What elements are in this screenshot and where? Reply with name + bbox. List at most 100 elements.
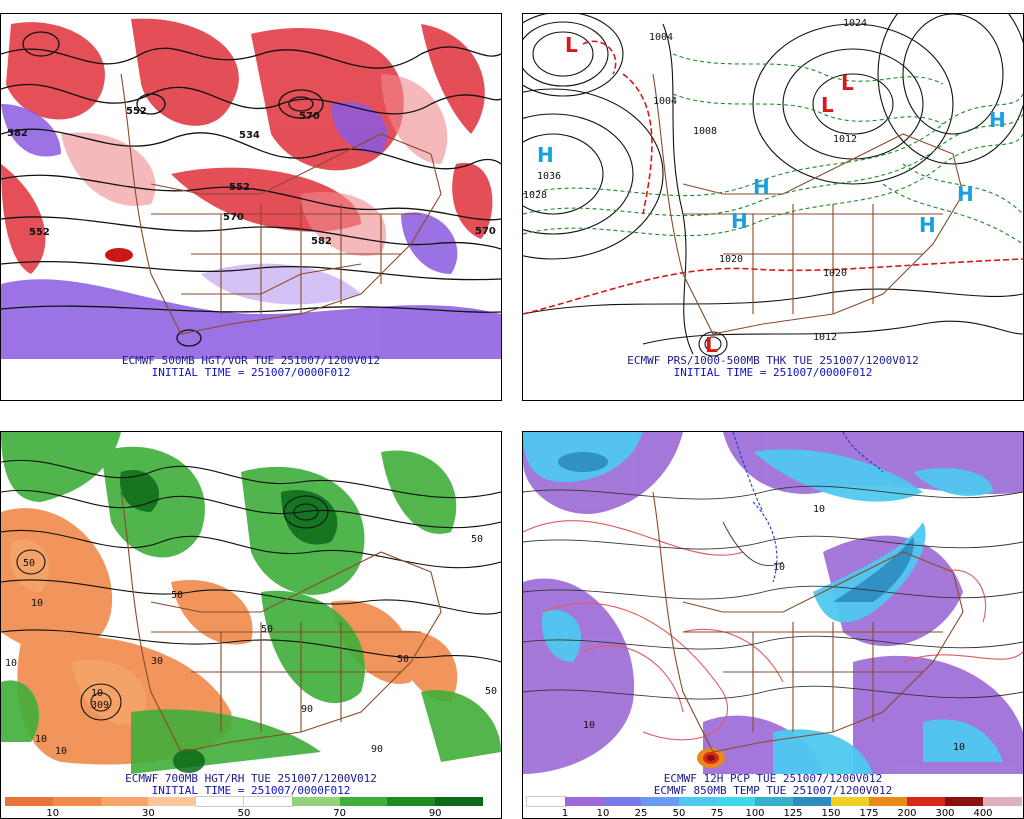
svg-text:L: L <box>565 33 578 57</box>
colorbar-swatch <box>831 797 870 806</box>
panel-500mb-hgt-vor: 582 534 552 552 570 582 570 570 552 ECMW… <box>0 13 502 401</box>
svg-text:H: H <box>919 213 936 237</box>
caption-initial-time: INITIAL TIME = 251007/0000F012 <box>673 366 873 379</box>
colorbar-tick-label: 30 <box>142 808 155 819</box>
svg-text:582: 582 <box>7 128 28 139</box>
svg-text:10: 10 <box>91 688 103 699</box>
colorbar-swatch <box>242 796 294 807</box>
colorbar-swatch <box>100 797 149 806</box>
caption-precip: ECMWF 12H PCP TUE 251007/1200V012 <box>663 772 883 785</box>
colorbar-swatch <box>717 797 756 806</box>
svg-text:534: 534 <box>239 130 260 141</box>
svg-text:50: 50 <box>471 534 483 545</box>
svg-text:50: 50 <box>171 590 183 601</box>
svg-text:10: 10 <box>813 504 825 515</box>
svg-text:1024: 1024 <box>843 18 867 29</box>
colorbar-tick-label: 70 <box>333 808 346 819</box>
temp-contour-labels: 10 10 10 10 <box>583 504 965 753</box>
low-pressure-markers: L L L L <box>565 33 854 357</box>
caption-initial-time: INITIAL TIME = 251007/0000F012 <box>151 784 351 797</box>
svg-text:1020: 1020 <box>719 254 743 265</box>
colorbar-tick-label: 25 <box>634 808 648 819</box>
colorbar-tick-label: 50 <box>237 808 251 819</box>
svg-text:90: 90 <box>301 704 313 715</box>
caption-title: ECMWF PRS/1000-500MB THK TUE 251007/1200… <box>627 354 919 367</box>
rh-contour-labels: 50 10 10 309 10 10 50 50 90 50 30 50 90 … <box>5 534 497 757</box>
colorbar-tick-label: 50 <box>672 808 686 819</box>
svg-text:10: 10 <box>953 742 965 753</box>
svg-text:90: 90 <box>371 744 383 755</box>
svg-text:552: 552 <box>126 106 147 117</box>
colorbar-swatch <box>435 797 484 806</box>
svg-text:30: 30 <box>151 656 163 667</box>
colorbar-tick-label: 150 <box>821 808 841 819</box>
colorbar-swatch <box>755 797 794 806</box>
svg-text:309: 309 <box>91 700 109 711</box>
map-500mb: 582 534 552 552 570 582 570 570 552 <box>1 14 501 359</box>
colorbar-swatch <box>907 797 946 806</box>
colorbar-swatch <box>291 797 341 806</box>
colorbar-tick-label: 90 <box>428 808 442 819</box>
map-precip: 10 10 10 10 <box>523 432 1023 774</box>
caption-title: ECMWF 700MB HGT/RH TUE 251007/1200V012 <box>125 772 377 785</box>
svg-text:1004: 1004 <box>653 96 677 107</box>
svg-text:50: 50 <box>397 654 409 665</box>
precip-colorbar: 1 10 25 50 75 100 125 150 175 200 300 400 <box>526 796 1022 819</box>
svg-text:L: L <box>705 333 718 357</box>
colorbar-swatch <box>5 797 54 806</box>
colorbar-tick-label: 10 <box>596 808 610 819</box>
colorbar-tick-label: 1 <box>561 808 569 819</box>
caption-initial-time: INITIAL TIME = 251007/0000F012 <box>151 366 351 379</box>
colorbar-swatch <box>983 797 1022 806</box>
colorbar-swatch <box>793 797 832 806</box>
colorbar-swatch <box>148 797 197 806</box>
map-pressure: H H H H H H L L L L 1004 1036 1028 1008 … <box>523 14 1023 359</box>
svg-text:50: 50 <box>23 558 35 569</box>
caption-850temp: ECMWF 850MB TEMP TUE 251007/1200V012 <box>653 784 893 797</box>
colorbar-tick-label: 175 <box>859 808 879 819</box>
panel-700mb-hgt-rh: 50 10 10 309 10 10 50 50 90 50 30 50 90 … <box>0 431 502 819</box>
svg-text:1012: 1012 <box>813 332 837 343</box>
svg-text:1004: 1004 <box>649 32 673 43</box>
svg-text:L: L <box>821 93 834 117</box>
svg-text:10: 10 <box>35 734 47 745</box>
high-pressure-markers: H H H H H H <box>537 108 1006 237</box>
svg-text:552: 552 <box>29 227 50 238</box>
colorbar-swatch <box>52 797 102 806</box>
svg-text:570: 570 <box>299 111 320 122</box>
isobar-labels: 1004 1036 1028 1008 1012 1020 1020 1012 … <box>523 18 867 343</box>
colorbar-swatch <box>869 797 908 806</box>
svg-text:50: 50 <box>485 686 497 697</box>
svg-text:1008: 1008 <box>693 126 717 137</box>
svg-text:1012: 1012 <box>833 134 857 145</box>
colorbar-swatch <box>565 797 604 806</box>
svg-text:H: H <box>957 182 974 206</box>
svg-text:H: H <box>731 209 748 233</box>
svg-text:10: 10 <box>31 598 43 609</box>
contour-labels-500: 582 534 552 552 570 582 570 570 552 <box>7 106 496 247</box>
colorbar-tick-label: 10 <box>46 808 60 819</box>
colorbar-swatch <box>339 797 388 806</box>
colorbar-swatch <box>641 797 680 806</box>
svg-text:1020: 1020 <box>823 268 847 279</box>
svg-text:50: 50 <box>261 624 273 635</box>
colorbar-tick-label: 300 <box>935 808 955 819</box>
svg-text:582: 582 <box>311 236 332 247</box>
svg-text:570: 570 <box>475 226 496 237</box>
svg-text:H: H <box>537 143 554 167</box>
svg-text:H: H <box>989 108 1006 132</box>
svg-text:10: 10 <box>5 658 17 669</box>
svg-text:552: 552 <box>229 182 250 193</box>
colorbar-swatch <box>387 797 436 806</box>
rh-colorbar: 10 30 50 70 90 <box>5 796 484 819</box>
map-700mb: 50 10 10 309 10 10 50 50 90 50 30 50 90 … <box>1 432 501 774</box>
svg-text:10: 10 <box>773 562 785 573</box>
svg-text:H: H <box>753 175 770 199</box>
colorbar-swatch <box>603 797 642 806</box>
svg-text:1036: 1036 <box>537 171 561 182</box>
colorbar-tick-label: 100 <box>745 808 765 819</box>
colorbar-swatch <box>195 796 246 807</box>
svg-text:570: 570 <box>223 212 244 223</box>
colorbar-tick-label: 200 <box>897 808 917 819</box>
colorbar-swatch <box>526 796 567 807</box>
